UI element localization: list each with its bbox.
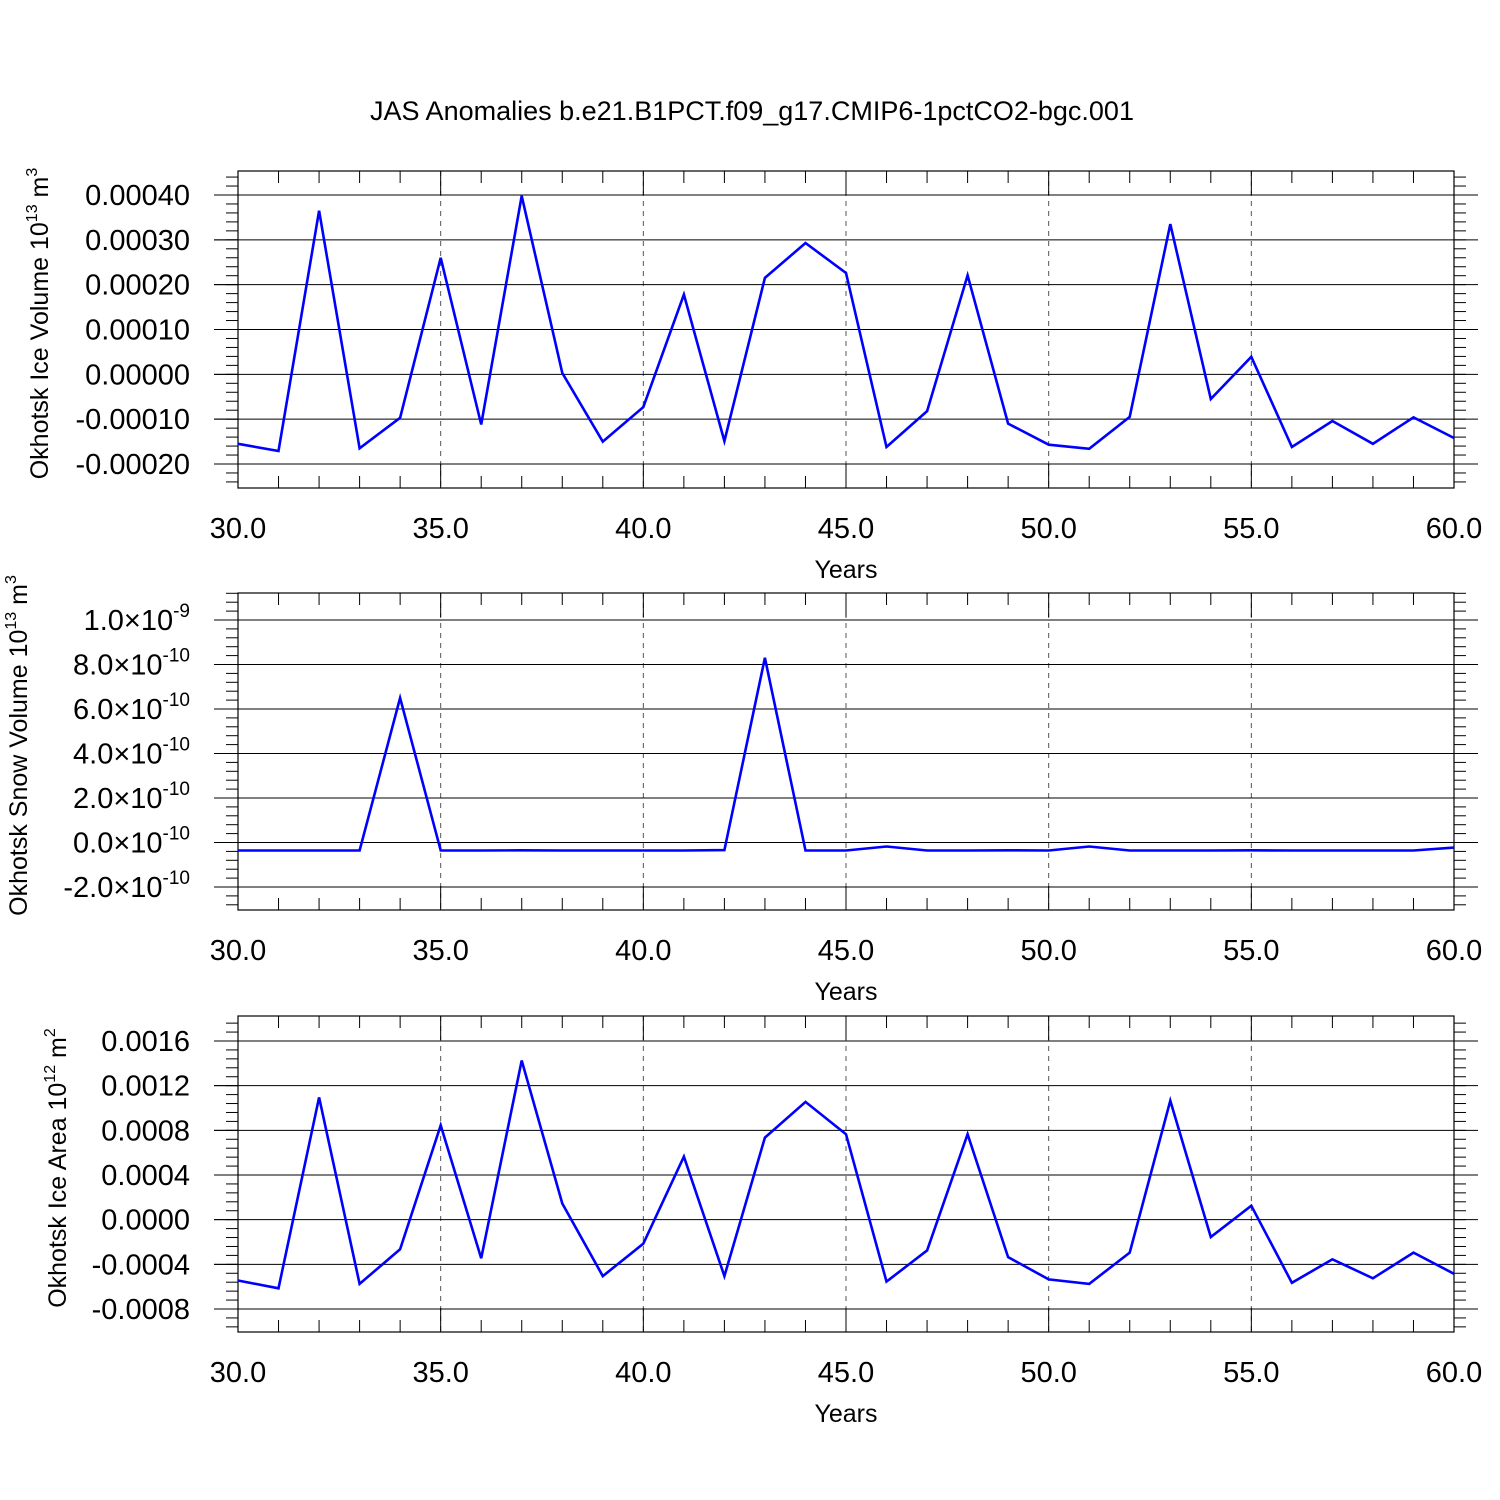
y-tick-label: 0.0012 (101, 1071, 190, 1103)
y-tick-label: 0.00000 (85, 359, 190, 391)
x-tick-label: 50.0 (1020, 935, 1076, 967)
y-tick-label: 2.0×10-10 (73, 779, 190, 815)
y-tick-label: 0.0008 (101, 1115, 190, 1147)
y-axis-label: Okhotsk Ice Volume 1013 m3 (24, 168, 54, 480)
y-tick-label: -0.0008 (92, 1294, 190, 1326)
x-tick-label: 55.0 (1223, 1357, 1279, 1389)
y-tick-label: 1.0×10-9 (84, 601, 190, 637)
x-tick-label: 45.0 (818, 1357, 874, 1389)
x-axis-label: Years (814, 978, 877, 1006)
plot-frame (237, 592, 1455, 911)
y-tick-exponent: -10 (163, 779, 190, 800)
x-tick-label: 40.0 (615, 935, 671, 967)
y-tick-exponent: -9 (173, 601, 190, 622)
x-tick-label: 60.0 (1426, 1357, 1482, 1389)
y-tick-label: 0.00010 (85, 315, 190, 347)
y-tick-exponent: -10 (163, 646, 190, 667)
x-tick-label: 45.0 (818, 513, 874, 545)
x-axis-label: Years (814, 1400, 877, 1428)
x-tick-label: 50.0 (1020, 513, 1076, 545)
x-tick-label: 50.0 (1020, 1357, 1076, 1389)
x-tick-label: 55.0 (1223, 513, 1279, 545)
y-tick-exponent: -10 (163, 824, 190, 845)
y-tick-label: 0.00040 (85, 180, 190, 212)
x-tick-label: 30.0 (210, 935, 266, 967)
x-tick-label: 60.0 (1426, 935, 1482, 967)
x-tick-label: 30.0 (210, 513, 266, 545)
y-axis-label: Okhotsk Snow Volume 1013 m3 (3, 575, 33, 916)
y-tick-label: 0.0016 (101, 1026, 190, 1058)
y-tick-label: 8.0×10-10 (73, 646, 190, 682)
x-tick-label: 40.0 (615, 513, 671, 545)
x-tick-label: 35.0 (412, 935, 468, 967)
x-tick-label: 40.0 (615, 1357, 671, 1389)
y-tick-label: 0.00020 (85, 270, 190, 302)
x-tick-label: 45.0 (818, 935, 874, 967)
x-tick-label: 60.0 (1426, 513, 1482, 545)
y-tick-label: -2.0×10-10 (63, 868, 190, 904)
y-axis-label: Okhotsk Ice Area 1012 m2 (42, 1028, 72, 1308)
x-axis-label: Years (814, 556, 877, 584)
y-tick-label: 4.0×10-10 (73, 735, 190, 771)
x-tick-label: 30.0 (210, 1357, 266, 1389)
y-tick-label: -0.0004 (92, 1249, 190, 1281)
series-line (237, 195, 1455, 453)
y-tick-label: -0.00020 (76, 449, 191, 481)
y-tick-label: 0.00030 (85, 225, 190, 257)
y-tick-label: -0.00010 (76, 404, 191, 436)
y-tick-exponent: -10 (163, 735, 190, 756)
chart-title: JAS Anomalies b.e21.B1PCT.f09_g17.CMIP6-… (370, 96, 1134, 126)
plot-frame (237, 1015, 1455, 1333)
y-tick-label: 6.0×10-10 (73, 690, 190, 726)
x-tick-label: 35.0 (412, 513, 468, 545)
panel-2: 1.0×10-9 8.0×10-10 6.0×10-10 4.0×10-10 2.0×1… (3, 575, 1482, 1006)
panel-1: 0.00040 0.00030 0.00020 0.00010 0.00000 -0.00… (24, 168, 1482, 584)
x-tick-label: 55.0 (1223, 935, 1279, 967)
x-tick-label: 35.0 (412, 1357, 468, 1389)
y-tick-exponent: -10 (163, 690, 190, 711)
y-tick-label: 0.0000 (101, 1205, 190, 1237)
y-tick-exponent: -10 (163, 868, 190, 889)
y-tick-label: 0.0×10-10 (73, 824, 190, 860)
panel-3: 0.0016 0.0012 0.0008 0.0004 0.0000 -0.0004 -0.… (42, 1015, 1482, 1428)
series-line (238, 657, 1455, 852)
y-tick-label: 0.0004 (101, 1160, 190, 1192)
series-line (237, 1060, 1455, 1290)
